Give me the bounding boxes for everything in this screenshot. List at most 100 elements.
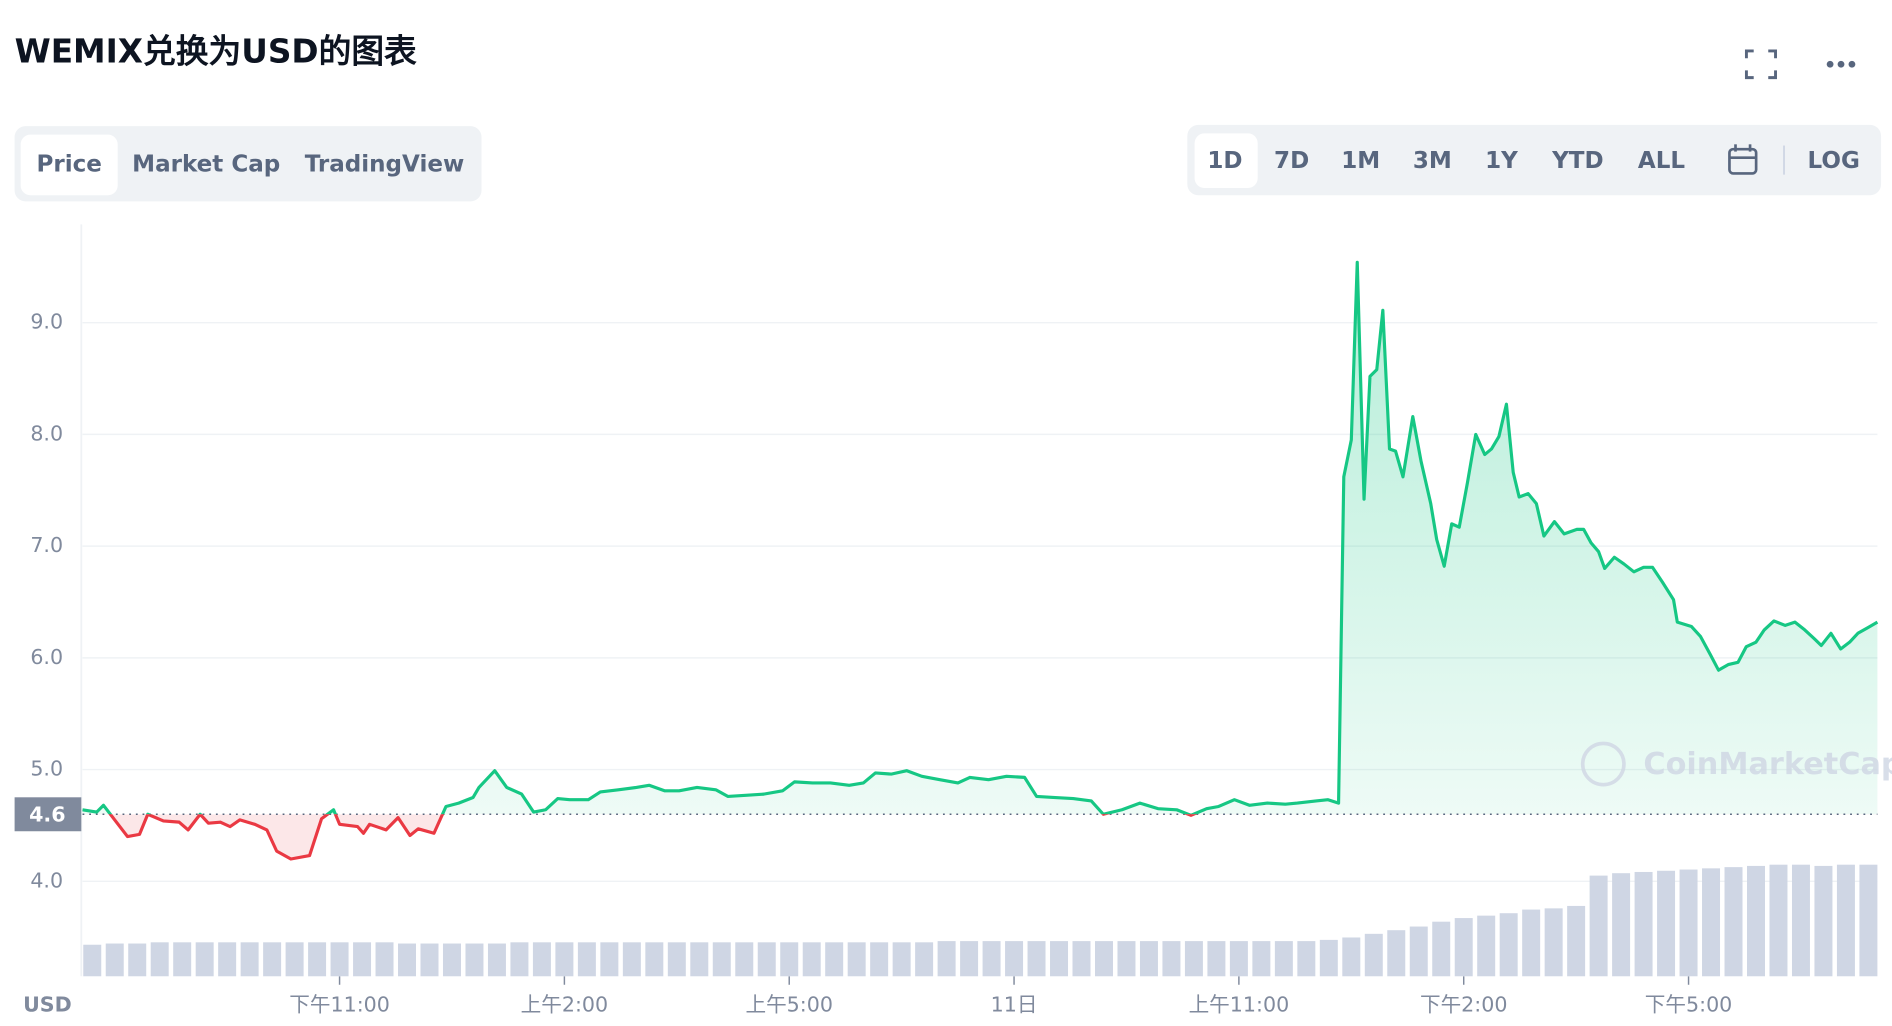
tab[interactable]: TradingView: [305, 151, 465, 177]
volume-bar: [1836, 864, 1855, 977]
y-tick-label: 6.0: [30, 645, 63, 669]
y-tick-label: 7.0: [30, 533, 63, 557]
x-tick-label: 上午5:00: [745, 992, 833, 1016]
volume-bar: [398, 943, 417, 977]
volume-bar: [622, 942, 641, 977]
volume-bar: [1589, 875, 1608, 977]
volume-bar: [1612, 873, 1631, 977]
volume-bar: [487, 943, 506, 977]
volume-bar: [735, 942, 754, 977]
volume-bar: [150, 942, 169, 977]
volume-bar: [1387, 930, 1406, 977]
x-tick-label: 下午5:00: [1645, 992, 1733, 1016]
range-button[interactable]: 1Y: [1485, 148, 1518, 174]
volume-bar: [1229, 941, 1248, 977]
range-button[interactable]: 1D: [1207, 148, 1242, 174]
tab-group: [14, 126, 482, 202]
x-tick-label: 下午11:00: [289, 992, 390, 1016]
volume-bar: [555, 942, 574, 977]
volume-bar: [105, 943, 124, 977]
volume-bar: [1319, 939, 1338, 977]
tab[interactable]: Price: [36, 151, 101, 177]
x-tick-label: 上午11:00: [1189, 992, 1290, 1016]
volume-bar: [937, 941, 956, 977]
volume-bar: [1072, 941, 1091, 977]
volume-bar: [83, 944, 102, 977]
volume-bar: [1454, 918, 1473, 977]
volume-bar: [308, 942, 327, 977]
volume-bar: [780, 942, 799, 977]
price-line-down: [108, 814, 1198, 861]
x-tick-label: 上午2:00: [521, 992, 609, 1016]
volume-bar: [847, 942, 866, 977]
volume-bar: [645, 942, 664, 977]
range-button[interactable]: YTD: [1551, 148, 1604, 174]
fullscreen-icon[interactable]: [1744, 49, 1777, 80]
volume-bar: [690, 942, 709, 977]
range-button[interactable]: 1M: [1341, 148, 1380, 174]
range-button[interactable]: ALL: [1638, 148, 1686, 174]
volume-bar: [892, 942, 911, 977]
volume-bar: [173, 942, 192, 977]
y-axis-label: USD: [23, 992, 72, 1016]
volume-bar: [870, 942, 889, 977]
volume-bar: [195, 942, 214, 977]
volume-bar: [1702, 868, 1721, 977]
volume-bar: [285, 942, 304, 977]
watermark-logo: [1580, 741, 1626, 787]
tab[interactable]: Market Cap: [132, 151, 280, 177]
volume-bar: [915, 942, 934, 977]
range-active-bg: [1194, 133, 1258, 188]
y-tick-label: 9.0: [30, 310, 63, 334]
volume-bar: [600, 942, 619, 977]
volume-bar: [1814, 865, 1833, 977]
volume-bar: [1724, 867, 1743, 977]
volume-bar: [330, 942, 349, 977]
volume-bar: [802, 942, 821, 977]
volume-bar: [1477, 915, 1496, 977]
y-tick-label: 4.0: [30, 868, 63, 892]
area-up: [82, 262, 1878, 815]
volume-bar: [1207, 941, 1226, 977]
volume-bar: [1522, 909, 1541, 977]
more-icon[interactable]: [1826, 60, 1856, 68]
volume-bar: [353, 942, 372, 977]
volume-bar: [1634, 871, 1653, 977]
volume-bar: [1747, 865, 1765, 977]
volume-bar: [577, 942, 596, 977]
volume-bar: [982, 941, 1001, 977]
volume-bar: [1184, 941, 1203, 977]
x-tick-label: 11日: [991, 992, 1038, 1016]
volume-bar: [1432, 921, 1451, 977]
price-line-up: [82, 260, 1879, 815]
volume-bar: [960, 941, 979, 977]
volume-bar: [757, 942, 776, 977]
volume-bar: [1409, 926, 1428, 977]
volume-bar: [1094, 941, 1113, 977]
volume-bar: [1005, 941, 1024, 977]
volume-bar: [1544, 908, 1563, 977]
price-tag: 4.6: [29, 802, 66, 826]
volume-bar: [1139, 941, 1158, 977]
range-button[interactable]: 7D: [1274, 148, 1309, 174]
volume-bar: [1657, 870, 1676, 977]
volume-bar: [263, 942, 282, 977]
volume-bar: [1364, 933, 1383, 977]
volume-bar: [1027, 941, 1046, 977]
range-button[interactable]: 3M: [1413, 148, 1452, 174]
volume-bar: [420, 943, 439, 977]
volume-bar: [375, 942, 394, 977]
volume-bar: [1769, 864, 1788, 977]
volume-bar: [1252, 941, 1271, 977]
volume-bar: [442, 943, 461, 977]
range-button[interactable]: LOG: [1808, 148, 1860, 174]
watermark: CoinMarketCap: [1643, 747, 1892, 782]
volume-bar: [1297, 941, 1316, 977]
y-tick-label: 8.0: [30, 421, 63, 445]
range-group: [1187, 124, 1882, 196]
volume-bar: [1567, 905, 1586, 977]
volume-bar: [1162, 941, 1181, 977]
calendar-icon[interactable]: [1728, 144, 1758, 175]
